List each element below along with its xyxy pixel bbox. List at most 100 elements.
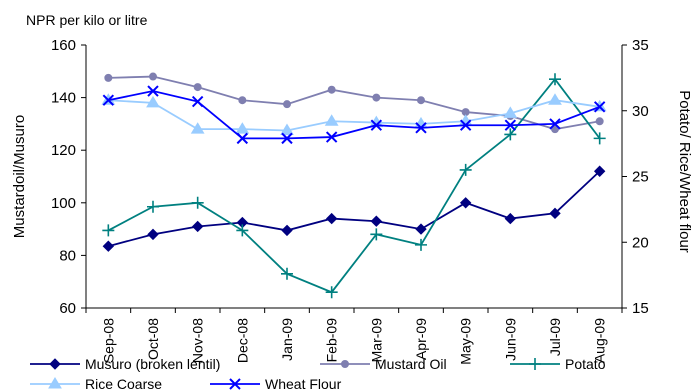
data-point xyxy=(324,114,339,126)
left-tick-label: 140 xyxy=(51,90,76,107)
legend-label: Rice Coarse xyxy=(85,376,162,391)
data-point xyxy=(146,95,160,108)
data-point xyxy=(190,122,205,134)
left-tick-label: 60 xyxy=(59,300,76,317)
legend-item: Rice Coarse xyxy=(30,376,162,391)
data-point xyxy=(370,228,383,241)
x-tick-label: Apr-09 xyxy=(413,318,429,360)
x-tick-label: Jun-09 xyxy=(502,318,518,361)
x-tick-label: Jul-09 xyxy=(547,318,563,356)
data-point xyxy=(281,224,293,237)
legend-item: Wheat Flour xyxy=(210,376,342,391)
data-point xyxy=(102,240,115,252)
data-point xyxy=(549,73,561,86)
legend-swatch-marker xyxy=(49,358,61,370)
data-point xyxy=(327,85,336,94)
data-point xyxy=(236,224,249,237)
left-tick-label: 160 xyxy=(51,37,76,54)
data-point xyxy=(549,207,561,220)
unit-note: NPR per kilo or litre xyxy=(26,12,148,28)
data-point xyxy=(147,200,159,213)
right-tick-label: 15 xyxy=(632,300,649,317)
data-point xyxy=(191,196,204,209)
data-point xyxy=(102,94,115,106)
data-point xyxy=(415,238,427,251)
x-tick-label: Feb-09 xyxy=(324,318,340,363)
data-point xyxy=(149,72,157,81)
data-point xyxy=(595,117,604,126)
data-point xyxy=(283,100,291,109)
legend-swatch-marker xyxy=(341,360,349,368)
legend-item: Mustard Oil xyxy=(320,356,447,372)
right-tick-label: 20 xyxy=(632,234,649,251)
right-tick-label: 35 xyxy=(632,37,649,54)
series-mustard-oil xyxy=(104,72,604,134)
data-point xyxy=(372,93,381,102)
legend-swatch-marker xyxy=(529,358,541,370)
data-point xyxy=(281,267,293,280)
data-point xyxy=(593,101,606,113)
data-point xyxy=(236,132,249,145)
data-point xyxy=(548,93,562,105)
left-tick-label: 100 xyxy=(51,195,76,212)
legend-item: Potato xyxy=(510,356,606,372)
data-point xyxy=(325,286,338,299)
data-point xyxy=(235,122,250,134)
x-tick-label: Dec-08 xyxy=(234,318,250,363)
legend-label: Wheat Flour xyxy=(265,376,342,391)
y-axis-title-left: Mustardoil/Musuro xyxy=(11,115,28,238)
data-point xyxy=(459,197,472,209)
series-line xyxy=(108,75,600,131)
data-point xyxy=(504,212,517,225)
right-tick-label: 25 xyxy=(632,169,649,186)
data-point xyxy=(593,165,606,177)
data-point xyxy=(238,96,247,105)
x-tick-label: Nov-08 xyxy=(190,318,206,363)
data-point xyxy=(102,224,115,237)
data-point xyxy=(504,128,517,141)
x-tick-label: Aug-09 xyxy=(592,318,608,363)
series-wheat-flour xyxy=(102,85,606,145)
data-point xyxy=(459,119,472,131)
data-point xyxy=(503,106,518,118)
x-tick-label: Mar-09 xyxy=(368,318,384,363)
data-point xyxy=(191,220,204,233)
x-tick-label: Oct-08 xyxy=(145,318,161,360)
series-line xyxy=(108,170,601,248)
data-point xyxy=(147,85,159,97)
legend-label: Musuro (broken lentil) xyxy=(85,356,220,372)
data-point xyxy=(147,228,159,241)
series-line xyxy=(107,77,601,294)
data-point xyxy=(325,212,338,225)
legend-label: Mustard Oil xyxy=(375,356,447,372)
data-point xyxy=(593,132,606,145)
legend-label: Potato xyxy=(565,356,606,372)
data-point xyxy=(504,119,517,131)
plot-area: 60 80 100 120 140 160 15 20 25 30 35 Sep-08 Oct-08 No… xyxy=(11,37,693,365)
series-line xyxy=(108,90,600,140)
series-musuro-broken-lentil xyxy=(102,165,606,252)
right-tick-label: 30 xyxy=(632,103,649,120)
data-point xyxy=(280,123,294,135)
data-point xyxy=(191,95,204,108)
legend: Musuro (broken lentil) Mustard Oil Potato R… xyxy=(30,356,606,391)
left-tick-label: 120 xyxy=(51,142,76,159)
data-point xyxy=(370,215,383,227)
x-tick-label: May-09 xyxy=(458,318,474,365)
legend-swatch-marker xyxy=(48,377,62,389)
series-rice-coarse xyxy=(101,93,607,135)
data-point xyxy=(415,223,427,235)
x-tick-label: Jan-09 xyxy=(279,318,295,361)
data-point xyxy=(370,119,383,131)
left-tick-label: 80 xyxy=(59,247,76,264)
legend-item: Musuro (broken lentil) xyxy=(30,356,220,372)
data-point xyxy=(104,73,113,82)
series-line xyxy=(108,99,600,132)
data-point xyxy=(459,163,472,176)
data-point xyxy=(417,96,425,105)
y-axis-title-right: Potato/ Rice/Wheat flour xyxy=(676,90,693,253)
data-point xyxy=(281,132,293,145)
data-point xyxy=(549,118,561,130)
data-point xyxy=(193,83,202,92)
